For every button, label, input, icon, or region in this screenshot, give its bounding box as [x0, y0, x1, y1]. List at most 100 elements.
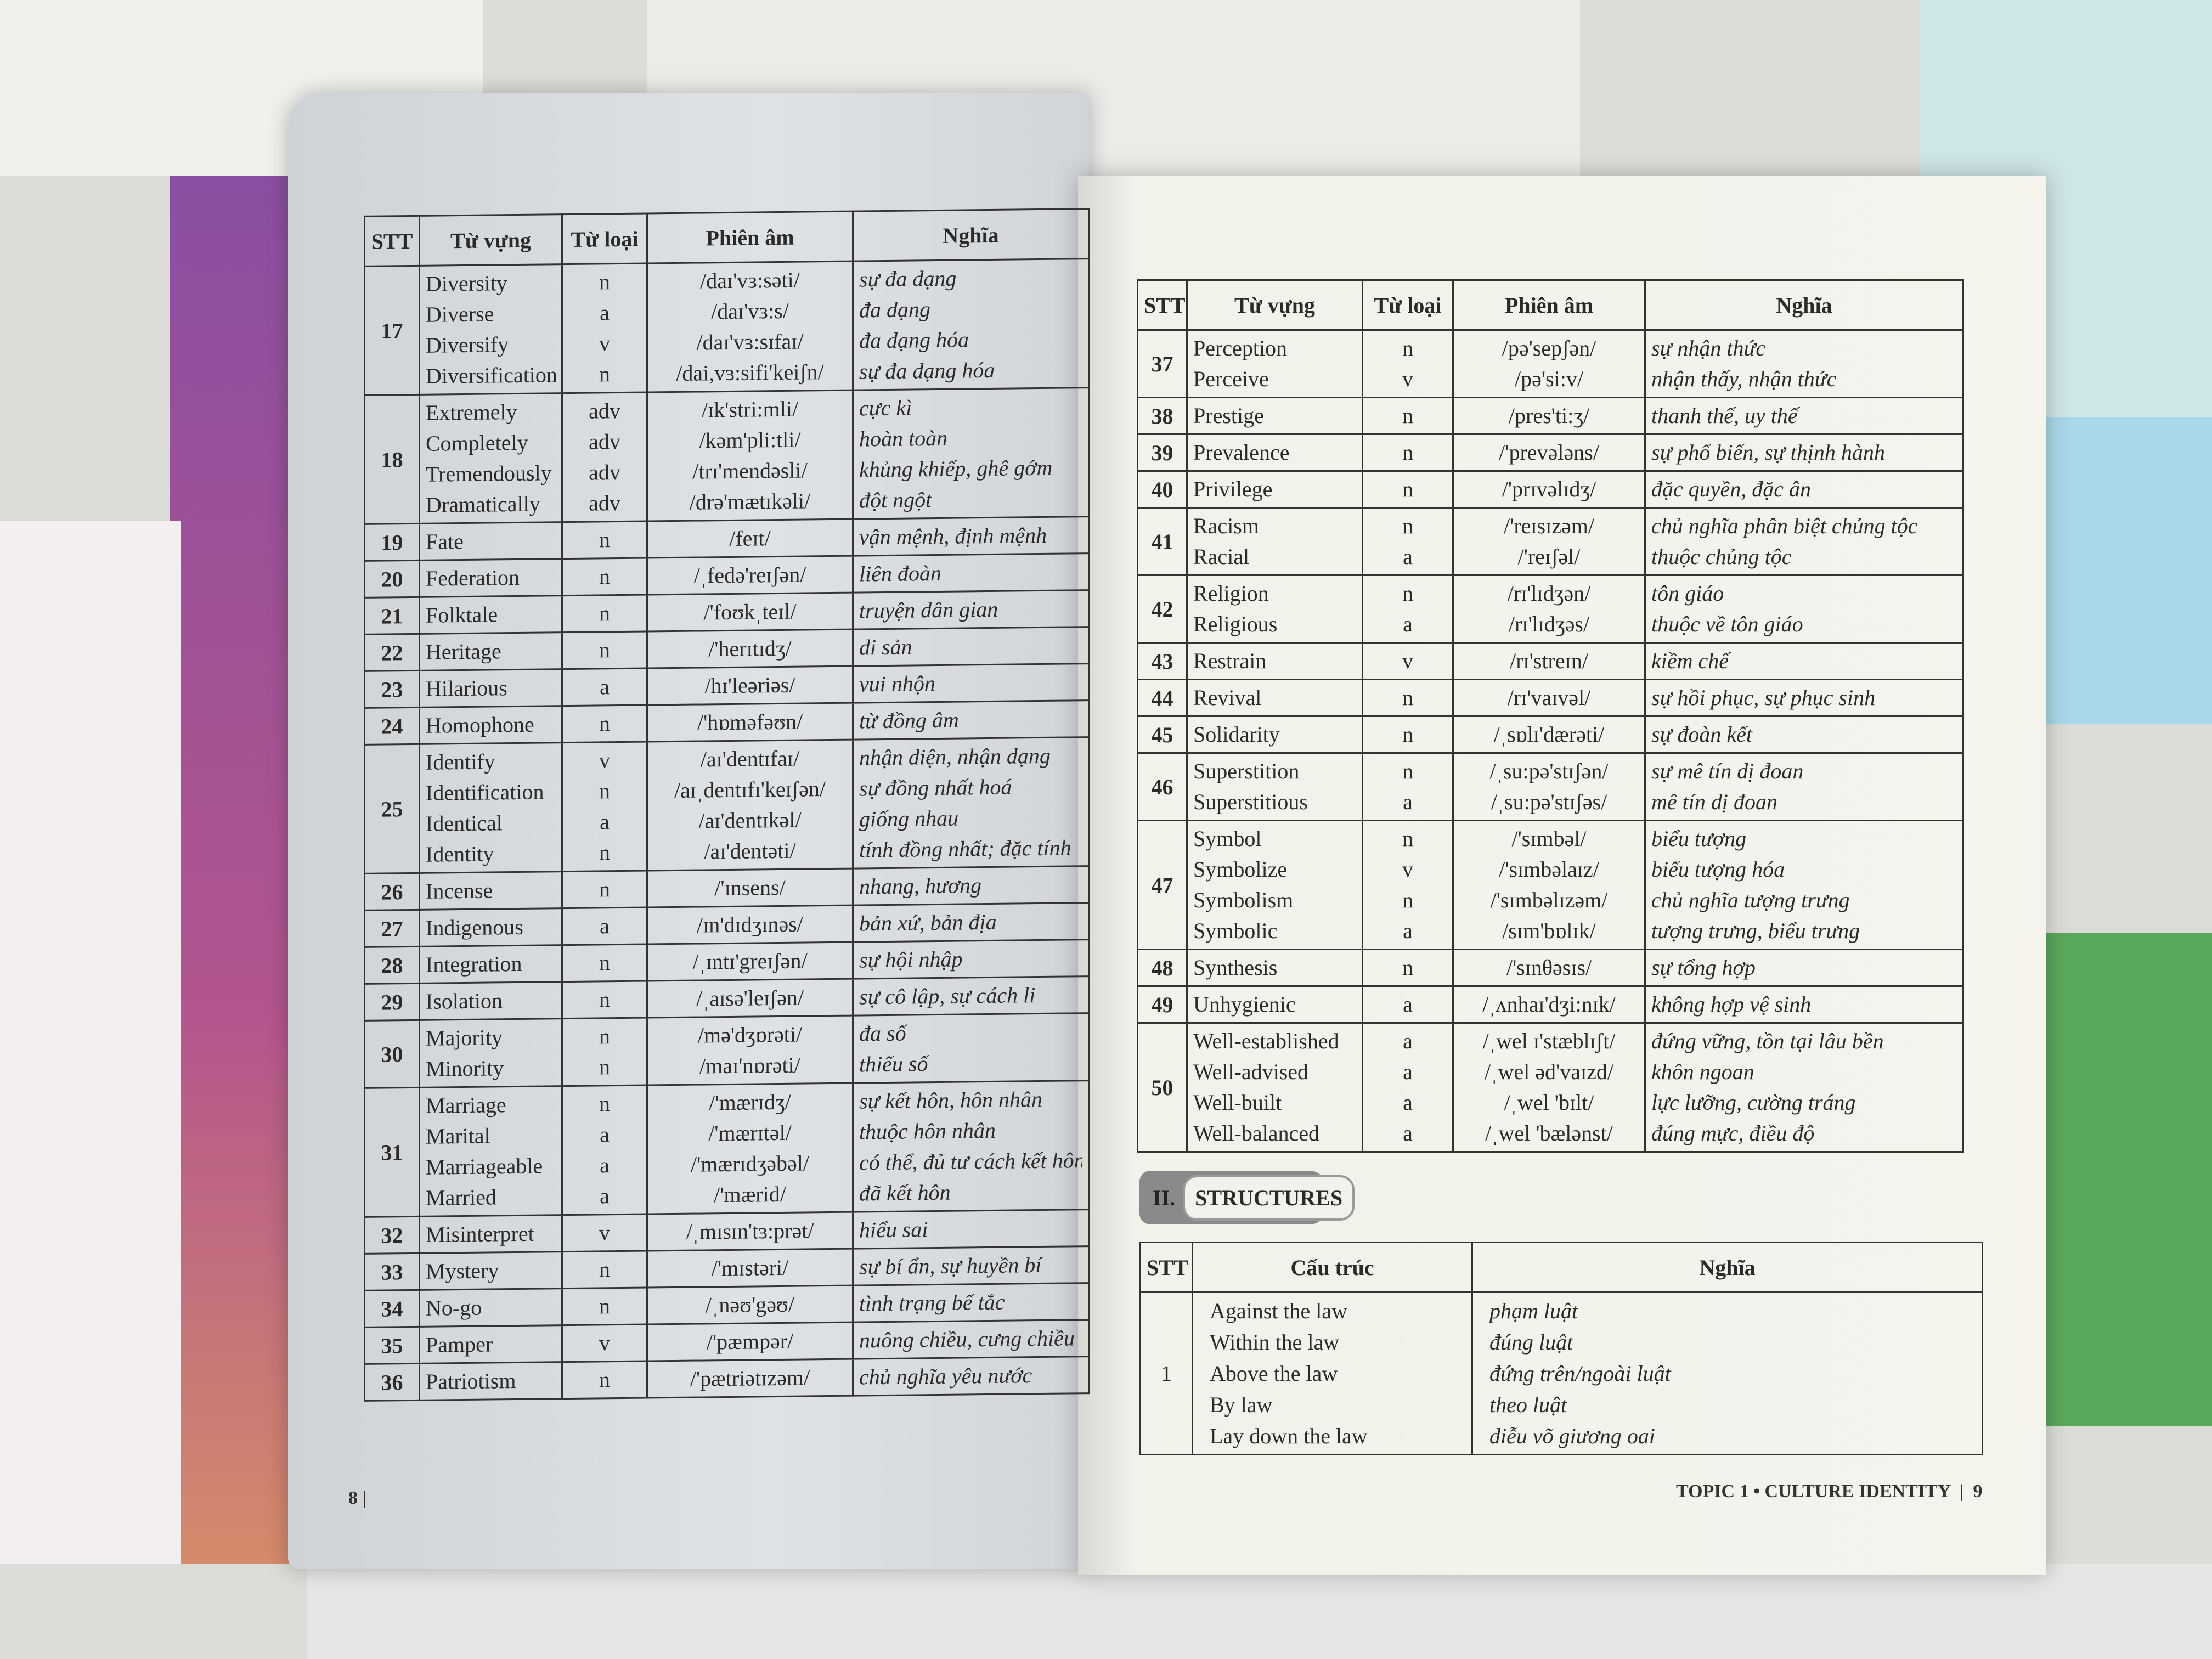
part-of-speech: v — [1402, 648, 1413, 673]
pronunciation-cell: /rɪ'vaɪvəl/ — [1452, 679, 1646, 717]
pronunciation: /feɪt/ — [729, 526, 771, 551]
part-of-speech: a — [1403, 1090, 1413, 1115]
structures-table-body: 1 Against the law Within the law Above the … — [1139, 1291, 1983, 1455]
word-cell: Folktale — [419, 595, 562, 634]
word-cell: Identify Identification Identical Identity — [419, 742, 562, 873]
row-number: 46 — [1137, 752, 1188, 821]
meaning-cell: sự nhận thức nhận thấy, nhận thức — [1644, 329, 1964, 398]
meaning: từ đồng âm — [859, 707, 959, 733]
row-number: 18 — [364, 394, 420, 524]
table-row: 48 Synthesis n /'sɪnθəsɪs/sự tổng hợp — [1137, 949, 1964, 987]
structure: Against the law — [1210, 1299, 1348, 1323]
part-of-speech-cell: n — [1362, 679, 1454, 717]
meaning: chủ nghĩa phân biệt chủng tộc — [1651, 514, 1918, 538]
meaning: theo luật — [1489, 1392, 1567, 1417]
meaning: phạm luật — [1489, 1299, 1578, 1323]
word: Isolation — [426, 988, 503, 1014]
background-card-right-green — [2041, 933, 2212, 1426]
pronunciation: /ˌnəʊ'gəʊ/ — [705, 1291, 795, 1318]
header-stt: STT — [1139, 1242, 1193, 1293]
part-of-speech: a — [1403, 992, 1413, 1017]
header-ipa: Phiên âm — [647, 211, 853, 264]
word-cell: Marriage Marital Marriageable Married — [419, 1086, 562, 1217]
right-page-footer: TOPIC 1 • CULTURE IDENTITY | 9 — [1676, 1481, 1983, 1502]
meaning: chủ nghĩa yêu nước — [859, 1363, 1032, 1390]
table-row: 36 Patriotism n /'pætriətɪzəm/chủ nghĩa yêu… — [364, 1356, 1089, 1401]
part-of-speech: n — [599, 711, 610, 736]
meaning-cell: sự hội nhập — [853, 939, 1089, 979]
part-of-speech: n — [1402, 581, 1413, 606]
page-number-right: 9 — [1973, 1481, 1983, 1502]
part-of-speech-cell: n — [1362, 397, 1454, 435]
meaning: sự cô lập, sự cách li — [859, 983, 1036, 1009]
word: Religious — [1193, 612, 1278, 636]
pronunciation: /trɪ'mendəsli/ — [692, 458, 808, 484]
word: Superstitious — [1193, 789, 1308, 814]
row-number: 48 — [1137, 949, 1188, 987]
part-of-speech: n — [599, 1257, 610, 1282]
word: Diversify — [426, 332, 509, 358]
row-number: 17 — [364, 266, 420, 396]
meaning-cell: truyện dân gian — [853, 590, 1089, 630]
meaning: đa dạng — [859, 297, 930, 323]
header-ipa: Phiên âm — [1452, 279, 1646, 331]
word: Incense — [426, 878, 493, 904]
table-row: 25 Identify Identification Identical Identit… — [364, 737, 1089, 874]
meaning: sự đoàn kết — [1651, 722, 1753, 747]
pronunciation: /'pætriətɪzəm/ — [690, 1365, 810, 1391]
word: Dramatically — [426, 491, 540, 517]
pronunciation: /daɪ'vɜ:s/ — [711, 298, 789, 324]
meaning: liên đoàn — [859, 560, 941, 586]
part-of-speech: a — [600, 809, 610, 834]
pronunciation: /'mɪstəri/ — [711, 1255, 789, 1281]
meaning-cell: liên đoàn — [853, 553, 1089, 593]
meaning-cell: tôn giáo thuộc về tôn giáo — [1644, 574, 1964, 644]
pronunciation: /'mærɪtəl/ — [708, 1120, 792, 1146]
structure: Lay down the law — [1210, 1424, 1368, 1448]
vocabulary-table-right: STT Từ vựng Từ loại Phiên âm Nghĩa 37 Per… — [1137, 279, 1964, 1153]
meaning: biểu tượng hóa — [1651, 857, 1785, 882]
pronunciation-cell: /rɪ'streɪn/ — [1452, 642, 1646, 680]
header-word: Từ vựng — [419, 214, 562, 266]
pronunciation: /'prevələns/ — [1499, 440, 1599, 465]
pronunciation-cell: /aɪ'dentɪfaɪ/ /aɪˌdentɪfɪ'keɪʃən/ /aɪ'dent… — [647, 740, 853, 871]
meaning-cell: nuông chiều, cưng chiều — [853, 1319, 1089, 1359]
part-of-speech: adv — [589, 490, 620, 516]
meaning-cell: bản xứ, bản địa — [853, 902, 1089, 943]
table-row: 37 Perception Perceive n v/pə'sepʃən/ /pə'si:… — [1137, 329, 1964, 398]
meaning: mê tín dị đoan — [1651, 789, 1778, 814]
part-of-speech-cell: a — [562, 668, 647, 706]
meaning: cực kì — [859, 395, 912, 421]
meaning: tôn giáo — [1651, 581, 1724, 606]
word-cell: Restrain — [1186, 642, 1363, 680]
word: Racism — [1193, 514, 1259, 538]
meaning: giống nhau — [859, 805, 959, 832]
part-of-speech-cell: n — [562, 631, 647, 669]
header-word: Từ vựng — [1186, 279, 1363, 331]
meaning: tình trạng bế tắc — [859, 1289, 1005, 1316]
pronunciation-cell: /hɪ'leəriəs/ — [647, 666, 853, 706]
pronunciation: /ˌmɪsɪn'tɜ:prət/ — [686, 1218, 814, 1244]
meaning: sự đồng nhất hoá — [859, 774, 1012, 801]
pronunciation-cell: /'reɪsɪzəm/ /'reɪʃəl/ — [1452, 507, 1646, 576]
word: Completely — [426, 430, 528, 456]
left-page — [288, 93, 1089, 1569]
row-number: 27 — [364, 910, 420, 947]
row-number: 35 — [364, 1327, 420, 1364]
part-of-speech-cell: n — [1362, 949, 1454, 987]
word: Well-balanced — [1193, 1121, 1319, 1146]
word: Identity — [426, 841, 494, 867]
part-of-speech: n — [599, 601, 610, 626]
row-number: 32 — [364, 1216, 420, 1254]
word: Restrain — [1193, 648, 1267, 673]
part-of-speech-cell: v — [562, 1324, 647, 1362]
pronunciation-cell: /'mɪstəri/ — [647, 1249, 853, 1288]
header-pos: Từ loại — [562, 213, 647, 264]
part-of-speech-cell: n — [562, 595, 647, 633]
row-number: 42 — [1137, 574, 1188, 644]
word-cell: Extremely Completely Tremendously Dramatica… — [419, 393, 562, 524]
section-number: II. — [1153, 1185, 1176, 1210]
header-pos: Từ loại — [1362, 279, 1454, 331]
